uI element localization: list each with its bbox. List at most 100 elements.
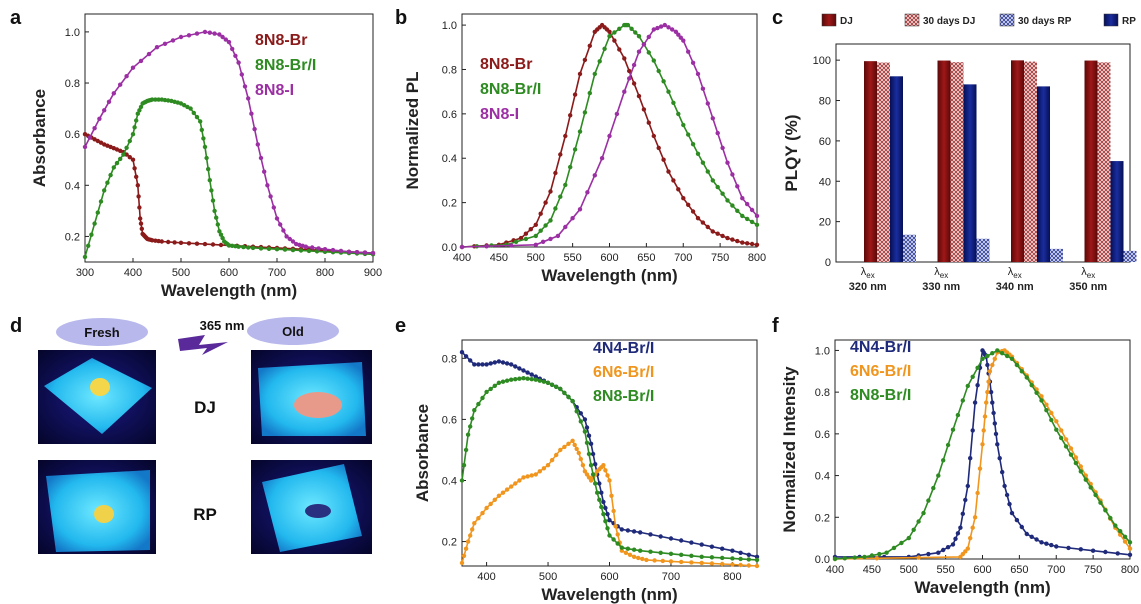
data-point bbox=[509, 243, 514, 248]
data-point bbox=[597, 59, 602, 64]
data-point bbox=[558, 194, 563, 199]
legend-entry: 6N6-Br/I bbox=[850, 363, 911, 380]
data-point bbox=[525, 474, 530, 479]
data-point bbox=[246, 245, 251, 250]
data-point bbox=[602, 46, 607, 51]
data-point bbox=[661, 157, 666, 162]
x-tick-label: 550 bbox=[563, 252, 581, 264]
data-point bbox=[488, 386, 493, 392]
data-point bbox=[370, 250, 376, 256]
data-point bbox=[188, 106, 193, 111]
data-point bbox=[137, 108, 142, 113]
data-point bbox=[968, 456, 973, 461]
y-tick-label: 0.4 bbox=[65, 180, 80, 192]
data-point bbox=[220, 34, 225, 40]
data-point bbox=[658, 550, 663, 555]
data-point bbox=[656, 68, 661, 74]
plot-frame bbox=[461, 13, 758, 248]
data-point bbox=[558, 386, 563, 392]
data-point bbox=[496, 493, 502, 498]
data-point bbox=[504, 378, 510, 383]
panel-label-a: a bbox=[10, 7, 22, 29]
data-point bbox=[582, 429, 588, 434]
data-point bbox=[201, 136, 206, 141]
data-point bbox=[242, 84, 248, 89]
data-point bbox=[749, 219, 755, 225]
data-point bbox=[290, 247, 296, 253]
x-tick-label: 700 bbox=[662, 571, 680, 583]
data-point bbox=[159, 239, 164, 244]
data-point bbox=[678, 35, 683, 40]
data-point bbox=[832, 556, 838, 562]
data-point bbox=[111, 165, 117, 170]
category-label: 330 nm bbox=[922, 281, 960, 293]
data-point bbox=[648, 549, 653, 554]
data-point bbox=[644, 557, 649, 563]
data-point bbox=[715, 231, 720, 236]
data-point bbox=[975, 365, 980, 370]
data-point bbox=[926, 498, 931, 503]
data-point bbox=[130, 157, 136, 162]
data-point bbox=[884, 550, 889, 555]
data-point bbox=[950, 427, 956, 432]
y-tick-label: 0.8 bbox=[65, 78, 80, 90]
category-symbol: λex bbox=[1008, 266, 1022, 280]
data-point bbox=[916, 519, 921, 524]
data-point bbox=[730, 237, 735, 242]
data-point bbox=[310, 245, 315, 250]
data-point bbox=[138, 58, 144, 64]
data-point bbox=[970, 428, 975, 433]
data-point bbox=[513, 239, 519, 244]
legend-swatch bbox=[1103, 13, 1119, 27]
data-point bbox=[316, 246, 321, 251]
data-point bbox=[607, 29, 612, 34]
data-point bbox=[992, 356, 997, 361]
data-point bbox=[689, 540, 694, 545]
data-point bbox=[1103, 508, 1108, 513]
data-point bbox=[965, 383, 970, 389]
data-point bbox=[558, 447, 563, 453]
chart-a-absorbance: 300 400 500 600 700 800 900 0.2 0.4 0.6 0.8 1.0 Wave… bbox=[30, 13, 382, 300]
data-point bbox=[627, 76, 632, 81]
data-point bbox=[199, 127, 204, 133]
data-point bbox=[988, 389, 994, 395]
data-point bbox=[648, 532, 653, 537]
data-point bbox=[138, 221, 144, 226]
y-axis-label: Absorbance bbox=[413, 404, 432, 502]
data-point bbox=[592, 71, 597, 77]
data-point bbox=[146, 51, 152, 57]
data-point bbox=[492, 360, 497, 365]
data-point bbox=[553, 206, 558, 211]
data-point bbox=[271, 205, 276, 210]
data-point bbox=[965, 483, 970, 489]
data-point bbox=[555, 233, 561, 239]
x-tick-label: 800 bbox=[748, 252, 766, 264]
data-point bbox=[233, 53, 238, 58]
data-point bbox=[972, 400, 978, 405]
data-point bbox=[992, 421, 997, 426]
data-point bbox=[130, 65, 136, 70]
data-point bbox=[249, 111, 254, 116]
data-point bbox=[580, 463, 586, 468]
data-point bbox=[609, 493, 614, 498]
data-point bbox=[617, 47, 622, 52]
data-point bbox=[207, 30, 212, 35]
data-point bbox=[459, 560, 465, 566]
data-point bbox=[1049, 417, 1054, 423]
data-point bbox=[599, 504, 604, 510]
data-point bbox=[472, 408, 477, 413]
data-point bbox=[627, 68, 632, 74]
data-point bbox=[738, 562, 743, 568]
data-point bbox=[955, 412, 961, 418]
data-point bbox=[720, 555, 725, 561]
x-axis-label: Wavelength (nm) bbox=[914, 578, 1050, 597]
data-point bbox=[725, 160, 730, 165]
x-tick-label: 500 bbox=[900, 564, 918, 576]
data-point bbox=[735, 184, 740, 189]
fresh-caption: Fresh bbox=[84, 325, 119, 340]
data-point bbox=[132, 125, 137, 130]
data-point bbox=[730, 562, 735, 567]
data-point bbox=[274, 247, 280, 252]
data-point bbox=[965, 546, 970, 551]
x-tick-label: 700 bbox=[268, 267, 286, 279]
